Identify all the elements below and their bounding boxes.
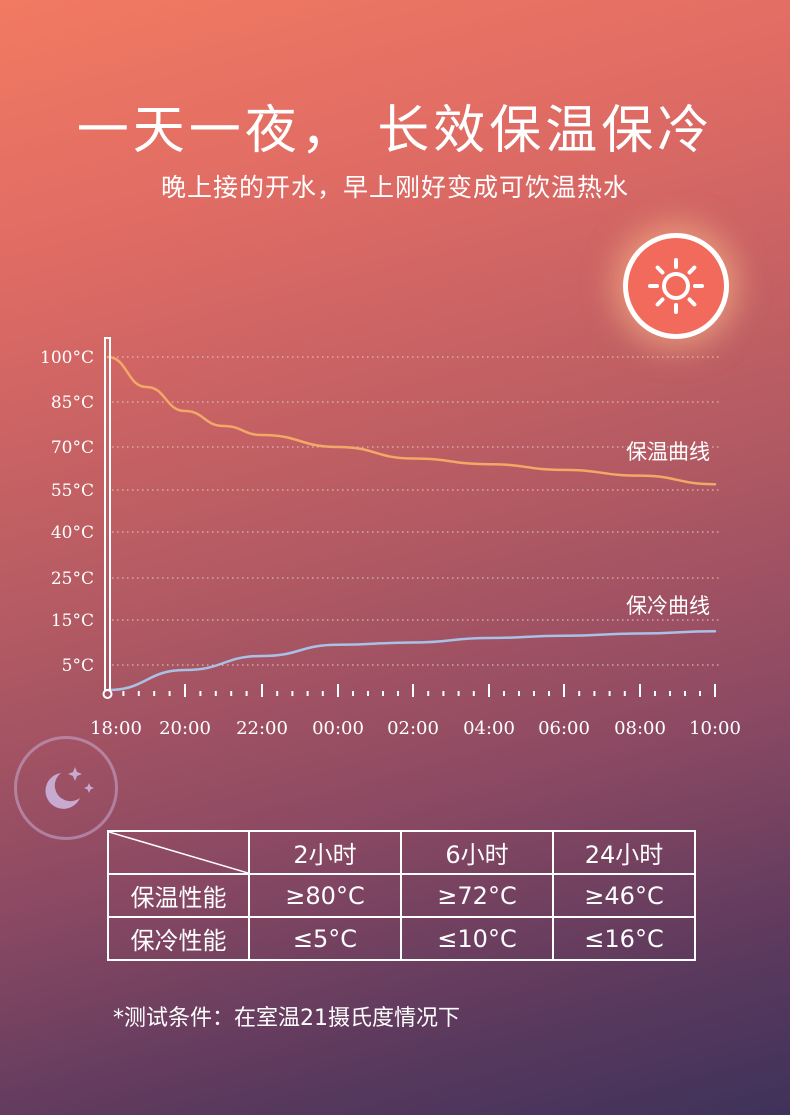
x-tick-label: 08:00 xyxy=(614,718,666,739)
page-subtitle: 晚上接的开水，早上刚好变成可饮温热水 xyxy=(160,173,629,202)
axis-origin xyxy=(102,689,113,699)
grid-lines xyxy=(112,356,720,666)
x-tick-label: 22:00 xyxy=(236,718,288,739)
table-header-24h: 24小时 xyxy=(552,830,696,875)
series-line-cold xyxy=(106,630,717,692)
y-tick-label: 15°C xyxy=(51,611,94,631)
table-row: 保冷性能 ≤5°C ≤10°C ≤16°C xyxy=(107,916,696,961)
y-tick-label: 40°C xyxy=(51,523,94,543)
x-tick-label: 06:00 xyxy=(538,718,590,739)
axes xyxy=(102,337,716,699)
y-tick-label: 70°C xyxy=(51,438,94,458)
table-cell: ≥46°C xyxy=(552,873,696,918)
table-header-row: 2小时 6小时 24小时 xyxy=(107,830,696,875)
test-condition-note: *测试条件：在室温21摄氏度情况下 xyxy=(113,1006,460,1031)
y-tick-label: 25°C xyxy=(51,569,94,589)
moon-stars-icon xyxy=(14,736,118,840)
x-tick-label: 20:00 xyxy=(159,718,211,739)
performance-table: 2小时 6小时 24小时 保温性能 ≥80°C ≥72°C ≥46°C 保冷性能… xyxy=(107,830,696,961)
table-cell: ≤5°C xyxy=(248,916,402,961)
series-line-hot xyxy=(106,355,717,486)
table-row: 保温性能 ≥80°C ≥72°C ≥46°C xyxy=(107,873,696,918)
series-lines xyxy=(106,355,717,692)
series-label: 保温曲线 xyxy=(626,440,710,464)
y-tick-label: 5°C xyxy=(62,656,94,676)
x-tick-label: 00:00 xyxy=(312,718,364,739)
table-cell: ≥72°C xyxy=(400,873,554,918)
table-header-2h: 2小时 xyxy=(248,830,402,875)
table-cell: ≤16°C xyxy=(552,916,696,961)
x-tick-label: 10:00 xyxy=(689,718,741,739)
y-tick-label: 100°C xyxy=(40,348,94,368)
row-label-hot: 保温性能 xyxy=(107,873,250,918)
table-corner-cell xyxy=(107,830,250,875)
x-tick-label: 18:00 xyxy=(90,718,142,739)
table-cell: ≤10°C xyxy=(400,916,554,961)
x-tick-label: 02:00 xyxy=(387,718,439,739)
table-cell: ≥80°C xyxy=(248,873,402,918)
row-label-cold: 保冷性能 xyxy=(107,916,250,961)
chart-labels: 100°C 85°C 70°C 55°C 40°C 25°C 15°C 5°C 18:00 20:… xyxy=(40,348,741,739)
sun-icon xyxy=(623,233,729,339)
y-axis xyxy=(104,337,111,691)
table-header-6h: 6小时 xyxy=(400,830,554,875)
x-tick-label: 04:00 xyxy=(463,718,515,739)
y-tick-label: 85°C xyxy=(51,393,94,413)
page-title: 一天一夜， 长效保温保冷 xyxy=(76,101,714,161)
series-label: 保冷曲线 xyxy=(626,594,710,618)
y-tick-label: 55°C xyxy=(51,481,94,501)
